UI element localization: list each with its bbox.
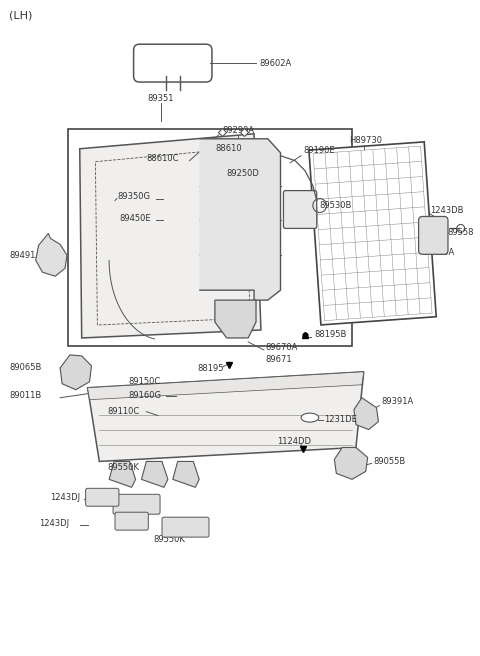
Text: H89730: H89730 xyxy=(349,136,382,145)
Text: 1243DJ: 1243DJ xyxy=(50,493,81,502)
Text: 89190E: 89190E xyxy=(303,146,335,155)
Text: 1231DE: 1231DE xyxy=(324,415,358,424)
Text: 89351: 89351 xyxy=(148,94,174,104)
Text: 89350G: 89350G xyxy=(117,192,150,201)
Text: 89110C: 89110C xyxy=(107,407,139,416)
Text: 89558: 89558 xyxy=(447,228,473,237)
Text: 89160G: 89160G xyxy=(129,391,162,400)
Text: 1243DJ: 1243DJ xyxy=(38,519,69,527)
Polygon shape xyxy=(80,134,261,338)
FancyBboxPatch shape xyxy=(419,216,448,255)
Text: 88610: 88610 xyxy=(215,144,241,154)
Bar xyxy=(68,129,352,346)
Text: (LH): (LH) xyxy=(9,10,33,20)
Text: 89671: 89671 xyxy=(266,356,292,364)
FancyBboxPatch shape xyxy=(284,191,317,228)
Text: 89065B: 89065B xyxy=(9,363,42,373)
Text: 88195B: 88195B xyxy=(315,331,347,339)
Bar xyxy=(309,142,436,325)
Text: 89550K: 89550K xyxy=(107,463,139,472)
Polygon shape xyxy=(36,234,67,276)
FancyBboxPatch shape xyxy=(133,44,212,82)
Polygon shape xyxy=(87,372,364,461)
Text: 89055B: 89055B xyxy=(373,457,406,466)
Text: 89460A: 89460A xyxy=(422,248,455,256)
Polygon shape xyxy=(215,300,256,338)
Text: 89250D: 89250D xyxy=(227,169,260,178)
Text: 89550K: 89550K xyxy=(153,535,185,544)
Text: 89450E: 89450E xyxy=(119,214,151,223)
Text: 89670A: 89670A xyxy=(266,343,298,352)
FancyBboxPatch shape xyxy=(85,488,119,506)
Polygon shape xyxy=(87,372,364,400)
Text: 89530B: 89530B xyxy=(320,201,352,210)
Text: 1243DB: 1243DB xyxy=(431,206,464,215)
Polygon shape xyxy=(60,355,92,390)
Text: 89391A: 89391A xyxy=(382,397,414,406)
Text: 1124DD: 1124DD xyxy=(277,437,312,446)
Text: 89602A: 89602A xyxy=(259,58,291,68)
Text: 89011B: 89011B xyxy=(9,391,41,400)
Polygon shape xyxy=(354,398,378,430)
FancyBboxPatch shape xyxy=(115,512,148,530)
Text: 88610C: 88610C xyxy=(146,154,179,163)
Text: 89150C: 89150C xyxy=(129,377,161,386)
Ellipse shape xyxy=(301,413,319,422)
Text: 89290A: 89290A xyxy=(222,127,254,135)
FancyBboxPatch shape xyxy=(113,494,160,514)
FancyBboxPatch shape xyxy=(162,517,209,537)
Text: 88195: 88195 xyxy=(197,364,224,373)
Polygon shape xyxy=(109,461,135,487)
Text: 89491A: 89491A xyxy=(9,251,41,260)
Polygon shape xyxy=(142,461,168,487)
Polygon shape xyxy=(199,139,280,300)
Polygon shape xyxy=(335,447,368,480)
Polygon shape xyxy=(173,461,199,487)
